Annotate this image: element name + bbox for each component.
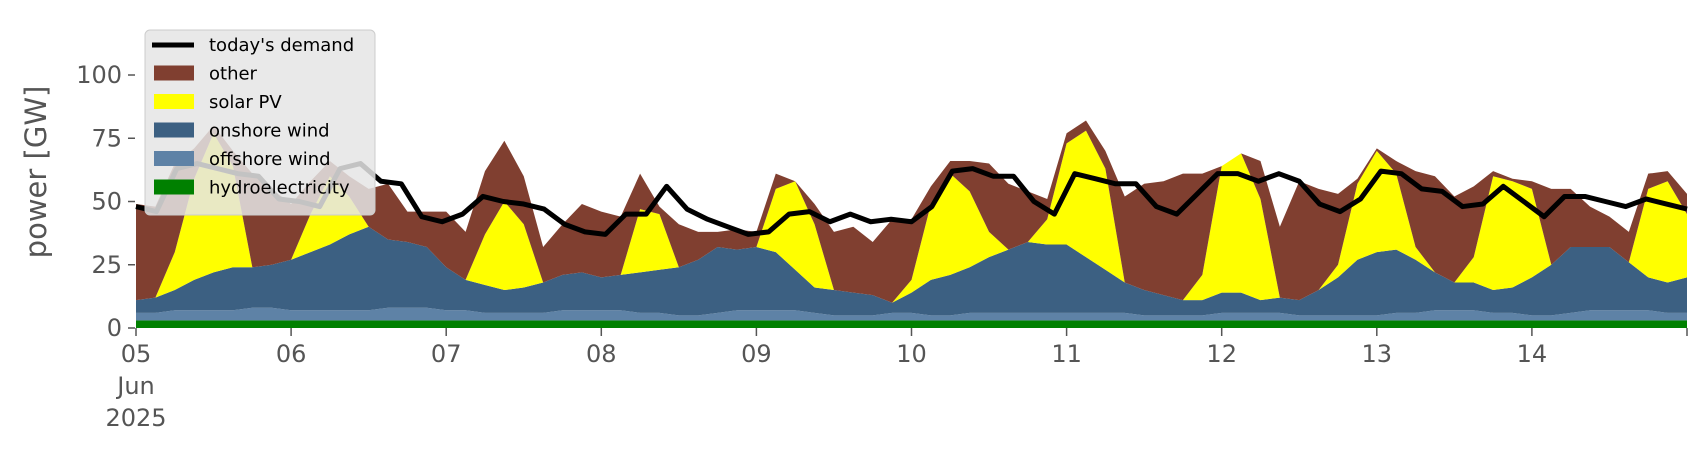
y-tick-label: 100: [76, 61, 122, 89]
x-tick-label: 14: [1517, 340, 1548, 368]
area-offshore-wind: [136, 307, 1687, 321]
legend-swatch-solar-pv: [154, 94, 194, 109]
x-tick-sublabel: 2025: [105, 404, 166, 432]
x-axis: 05 Jun 2025 06 07 08 09 10 11 12 13 14: [105, 328, 1688, 432]
y-axis: 0 25 50 75 100: [76, 61, 135, 342]
legend-swatch-other: [154, 65, 194, 81]
y-axis-title: power [GW]: [19, 86, 53, 259]
x-tick-label: 05: [121, 340, 152, 368]
x-tick-label: 13: [1362, 340, 1393, 368]
y-tick-label: 25: [91, 251, 122, 279]
y-tick-label: 50: [91, 188, 122, 216]
x-tick-label: 10: [896, 340, 927, 368]
legend-label-solar-pv: solar PV: [209, 92, 282, 113]
y-tick-label: 0: [107, 314, 122, 342]
legend-frame: [144, 29, 376, 216]
legend-swatch-offshore-wind: [154, 151, 194, 166]
x-tick-label: 07: [431, 340, 462, 368]
legend-label-onshore-wind: onshore wind: [209, 121, 330, 142]
legend-label-other: other: [209, 64, 258, 85]
area-layers: [136, 120, 1687, 328]
x-tick-sublabel: Jun: [115, 372, 155, 400]
x-tick-label: 12: [1206, 340, 1237, 368]
demand-line: [135, 161, 1688, 237]
legend-swatch-hydroelectricity: [154, 179, 194, 195]
area-other: [136, 120, 1687, 303]
x-tick-label: 11: [1051, 340, 1082, 368]
x-tick-label: 06: [276, 340, 307, 368]
y-tick-label: 75: [91, 124, 122, 152]
x-tick-label: 08: [586, 340, 617, 368]
legend: today's demand other solar PV onshore wind o…: [144, 29, 376, 216]
legend-label-offshore-wind: offshore wind: [209, 149, 331, 170]
x-tick-label: 09: [741, 340, 772, 368]
legend-label-today-s-demand: today's demand: [209, 35, 354, 56]
legend-swatch-onshore-wind: [154, 122, 194, 138]
legend-label-hydroelectricity: hydroelectricity: [209, 178, 350, 199]
area-hydroelectricity: [136, 320, 1687, 328]
area-onshore-wind: [136, 226, 1687, 316]
area-solar-pv: [136, 130, 1687, 303]
